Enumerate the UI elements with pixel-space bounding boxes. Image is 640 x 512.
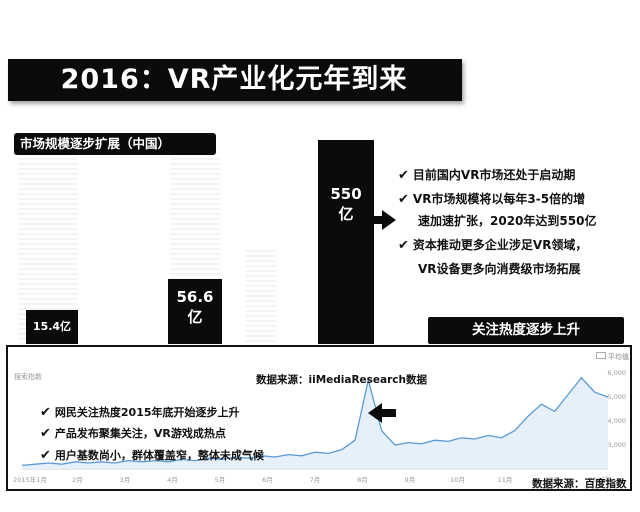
title-bar: [8, 59, 462, 101]
x-tick-label: 12月: [545, 476, 560, 484]
check-icon: ✔: [40, 448, 51, 463]
arrow-left-icon: [368, 403, 396, 423]
bullet-item: 速加速扩张，2020年达到550亿: [418, 212, 596, 229]
bar-placeholder-2016: [170, 158, 220, 284]
bar-placeholder-2020: [246, 250, 276, 344]
index-line: [21, 376, 609, 467]
x-tick-label: 6月: [262, 476, 273, 484]
x-tick-label: 7月: [310, 476, 321, 484]
x-tick-label: 3月: [120, 476, 131, 484]
page-title: 2016：VR产业化元年到来: [60, 64, 408, 95]
bullet-item: ✔ 资本推动更多企业涉足VR领域，: [398, 236, 587, 253]
check-icon: ✔: [40, 426, 51, 441]
note-item: ✔ 产品发布聚集关注，VR游戏成热点: [40, 425, 226, 441]
bar-value-label: 56.6 亿: [176, 287, 214, 326]
legend-swatch: [596, 352, 606, 359]
y-tick-label: 6,000: [607, 369, 626, 377]
trend-notes: ✔ 网民关注热度2015年底开始逐步上升 ✔ 产品发布聚集关注，VR游戏成热点 ✔ 用…: [40, 404, 380, 470]
x-tick-label: 2月: [72, 476, 83, 484]
note-item: ✔ 用户基数尚小，群体覆盖窄，整体未成气候: [40, 447, 264, 463]
source-top: 数据来源：iiMediaResearch数据: [256, 374, 428, 386]
check-icon: ✔: [398, 238, 409, 253]
x-tick-label: 5月: [215, 476, 226, 484]
bullet-text: VR市场规模将以每年3-5倍的增: [412, 192, 586, 206]
x-tick-label: 10月: [450, 476, 465, 484]
check-icon: ✔: [40, 405, 51, 420]
check-icon: ✔: [398, 192, 409, 207]
search-index-chart: 2015年1月 2月 3月 4月 5月 6月 7月 8月 9月 10月 11月 12月 2016年 6,0…: [13, 369, 626, 484]
x-tick-label: 9月: [405, 476, 416, 484]
index-legend: 平均值: [596, 352, 629, 362]
bullet-text: VR设备更多向消费级市场拓展: [418, 262, 581, 276]
bullet-item: ✔ 目前国内VR市场还处于启动期: [398, 166, 575, 183]
x-tick-label: 2016年: [588, 475, 612, 484]
y-tick-label: 3,000: [607, 441, 626, 449]
index-area: [22, 377, 608, 469]
bar-1: [168, 278, 222, 344]
y-tick-label: 4,000: [607, 417, 626, 425]
legend-label: 平均值: [608, 353, 629, 361]
bullet-item: ✔ VR市场规模将以每年3-5倍的增: [398, 190, 585, 207]
arrow-right-icon: [368, 210, 396, 230]
bullet-list: ✔ 目前国内VR市场还处于启动期 ✔ VR市场规模将以每年3-5倍的增 速加速扩张，…: [398, 166, 634, 286]
check-icon: ✔: [398, 168, 409, 183]
market-size-label: 市场规模逐步扩展（中国）: [14, 133, 216, 155]
bar-value-label: 15.4亿: [26, 309, 78, 344]
source-bottom: 数据来源：百度指数: [532, 478, 627, 490]
bullet-text: 资本推动更多企业涉足VR领域，: [412, 238, 588, 252]
index-logo: 搜索指数: [14, 373, 42, 381]
bar-2: [318, 140, 374, 344]
bar-value-label: 550 亿: [330, 185, 362, 223]
x-tick-label: 4月: [167, 476, 178, 484]
x-tick-label: 8月: [357, 476, 368, 484]
bullet-item: VR设备更多向消费级市场拓展: [418, 260, 581, 277]
y-tick-label: 5,000: [607, 393, 626, 401]
note-text: 产品发布聚集关注，VR游戏成热点: [54, 427, 226, 440]
x-tick-label: 2015年1月: [13, 475, 47, 484]
x-tick-label: 11月: [498, 476, 513, 484]
bullet-text: 速加速扩张，2020年达到550亿: [418, 214, 597, 228]
trend-label: 关注热度逐步上升: [428, 317, 624, 344]
bullet-text: 目前国内VR市场还处于启动期: [412, 168, 576, 182]
note-text: 网民关注热度2015年底开始逐步上升: [54, 406, 240, 419]
note-text: 用户基数尚小，群体覆盖窄，整体未成气候: [54, 449, 264, 462]
note-item: ✔ 网民关注热度2015年底开始逐步上升: [40, 404, 240, 420]
